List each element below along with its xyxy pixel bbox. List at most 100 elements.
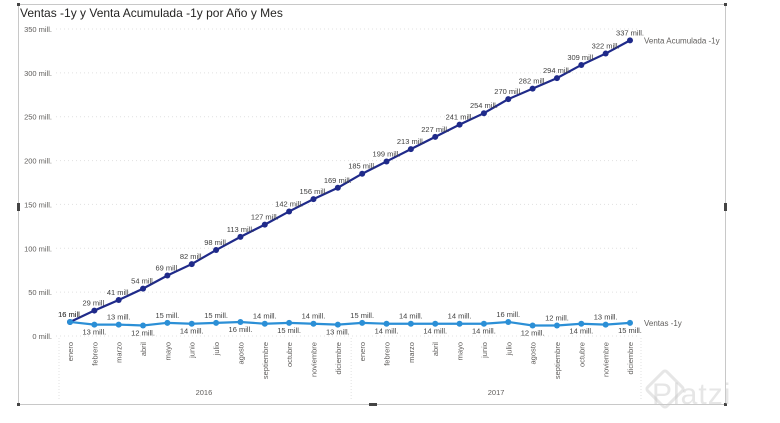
data-label-sales: 14 mill. xyxy=(180,327,204,336)
data-point-accumulated xyxy=(115,297,122,304)
x-tick-label: julio xyxy=(504,342,513,356)
resize-handle-bottom[interactable] xyxy=(369,403,377,406)
data-label-accumulated: 156 mill. xyxy=(300,187,328,196)
y-tick-label: 100 mill. xyxy=(24,244,52,253)
data-label-accumulated: 337 mill. xyxy=(616,28,644,37)
data-label-sales: 15 mill. xyxy=(277,326,301,335)
resize-handle-br[interactable] xyxy=(724,403,727,406)
data-point-accumulated xyxy=(164,272,171,279)
data-label-accumulated: 254 mill. xyxy=(470,101,498,110)
data-label-sales: 15 mill. xyxy=(156,311,180,320)
resize-handle-left[interactable] xyxy=(17,203,20,211)
data-label-accumulated: 69 mill. xyxy=(156,263,180,272)
data-point-sales xyxy=(407,320,414,327)
x-tick-label: octubre xyxy=(577,342,586,367)
data-point-sales xyxy=(359,319,366,326)
data-point-accumulated xyxy=(261,221,268,228)
data-label-accumulated: 227 mill. xyxy=(421,125,449,134)
data-point-accumulated xyxy=(286,208,293,215)
data-point-accumulated xyxy=(456,121,463,128)
series-line-sales xyxy=(69,320,631,327)
data-point-accumulated xyxy=(480,110,487,117)
y-tick-label: 150 mill. xyxy=(24,200,52,209)
x-tick-label: febrero xyxy=(383,342,392,366)
resize-handle-tr[interactable] xyxy=(724,3,727,6)
data-point-accumulated xyxy=(553,75,560,82)
data-label-sales: 14 mill. xyxy=(569,327,593,336)
year-label: 2017 xyxy=(488,388,505,397)
data-point-sales xyxy=(286,319,293,326)
x-tick-label: enero xyxy=(66,342,75,361)
data-point-sales xyxy=(627,319,633,326)
data-point-sales xyxy=(237,318,244,325)
series-line-accumulated xyxy=(69,39,631,323)
data-label-sales: 15 mill. xyxy=(204,311,228,320)
x-tick-label: febrero xyxy=(90,342,99,366)
data-label-accumulated: 322 mill. xyxy=(592,42,620,51)
x-tick-label: junio xyxy=(480,342,489,359)
y-tick-label: 200 mill. xyxy=(24,157,52,166)
data-label-sales: 14 mill. xyxy=(375,327,399,336)
data-label-sales: 12 mill. xyxy=(545,313,569,322)
data-point-sales xyxy=(115,321,122,328)
year-label: 2016 xyxy=(196,388,213,397)
x-tick-label: septiembre xyxy=(553,342,562,379)
data-point-accumulated xyxy=(383,158,390,165)
data-point-sales xyxy=(334,321,341,328)
data-label-sales: 14 mill. xyxy=(399,312,423,321)
data-point-accumulated xyxy=(432,133,439,140)
x-tick-label: enero xyxy=(358,342,367,361)
data-label-sales: 14 mill. xyxy=(253,312,277,321)
x-tick-label: mayo xyxy=(456,342,465,360)
data-label-accumulated: 185 mill. xyxy=(348,162,376,171)
data-label-accumulated: 82 mill. xyxy=(180,252,204,261)
data-point-accumulated xyxy=(237,233,244,240)
data-point-sales xyxy=(140,322,147,329)
data-label-accumulated: 309 mill. xyxy=(567,53,595,62)
data-label-sales: 14 mill. xyxy=(302,312,326,321)
data-label-sales: 12 mill. xyxy=(131,328,155,337)
x-tick-label: marzo xyxy=(115,342,124,363)
data-point-accumulated xyxy=(91,307,98,314)
data-point-sales xyxy=(164,319,171,326)
data-label-accumulated: 127 mill. xyxy=(251,213,279,222)
data-label-sales: 14 mill. xyxy=(423,327,447,336)
data-label-accumulated: 16 mill. xyxy=(58,310,82,319)
x-tick-label: noviembre xyxy=(602,342,611,377)
resize-handle-right[interactable] xyxy=(724,203,727,211)
resize-handle-tl[interactable] xyxy=(17,3,20,6)
data-point-sales xyxy=(91,321,98,328)
chart-title: Ventas -1y y Venta Acumulada -1y por Año… xyxy=(20,6,283,20)
y-tick-label: 250 mill. xyxy=(24,113,52,122)
x-tick-label: junio xyxy=(188,342,197,359)
data-point-accumulated xyxy=(505,96,512,103)
x-tick-label: agosto xyxy=(529,342,538,365)
data-point-accumulated xyxy=(407,146,414,153)
data-label-accumulated: 113 mill. xyxy=(227,225,254,234)
data-label-accumulated: 169 mill. xyxy=(324,176,352,185)
data-point-accumulated xyxy=(602,50,609,57)
data-label-sales: 15 mill. xyxy=(350,311,374,320)
data-label-sales: 13 mill. xyxy=(82,328,106,337)
x-tick-label: diciembre xyxy=(626,342,635,375)
x-tick-label: abril xyxy=(431,342,440,357)
resize-handle-bl[interactable] xyxy=(17,403,20,406)
y-tick-label: 0 mill. xyxy=(32,332,52,341)
legend-label-sales: Ventas -1y xyxy=(644,319,682,328)
x-tick-label: julio xyxy=(212,342,221,356)
data-point-sales xyxy=(67,318,73,325)
data-point-accumulated xyxy=(310,196,317,203)
data-label-accumulated: 54 mill. xyxy=(131,277,155,286)
data-point-accumulated xyxy=(334,184,341,191)
data-label-accumulated: 199 mill. xyxy=(373,149,401,158)
data-point-sales xyxy=(310,320,317,327)
visual-frame[interactable] xyxy=(17,3,727,406)
x-tick-label: abril xyxy=(139,342,148,357)
data-point-sales xyxy=(213,319,220,326)
data-label-accumulated: 98 mill. xyxy=(204,238,228,247)
data-point-sales xyxy=(578,320,585,327)
data-label-accumulated: 142 mill. xyxy=(275,199,303,208)
data-point-sales xyxy=(602,321,609,328)
x-tick-label: diciembre xyxy=(334,342,343,375)
